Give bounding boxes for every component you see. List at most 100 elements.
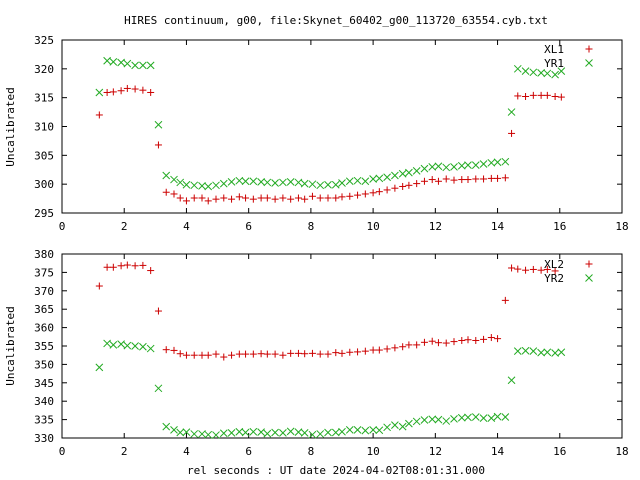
- data-point: [501, 413, 510, 421]
- data-point: [551, 93, 559, 101]
- data-point-d2: [543, 69, 552, 78]
- data-point: [139, 342, 147, 351]
- data-point: [249, 177, 258, 186]
- data-point-d2: [198, 430, 206, 438]
- data-point: [494, 174, 502, 182]
- data-point: [543, 69, 552, 78]
- data-point-d2: [537, 348, 545, 357]
- data-point: [513, 347, 522, 356]
- data-point: [399, 343, 407, 351]
- data-point: [346, 348, 354, 356]
- data-point: [521, 346, 530, 355]
- data-point: [557, 67, 566, 75]
- data-point: [369, 426, 377, 434]
- data-point-d2: [316, 430, 325, 438]
- data-point: [176, 178, 185, 187]
- data-point: [405, 419, 413, 428]
- y-tick-label: 325: [34, 34, 54, 47]
- data-point: [294, 194, 302, 202]
- data-point: [507, 108, 516, 116]
- series-yr2: [95, 339, 566, 439]
- y-axis-label: Uncalibrated: [4, 306, 17, 385]
- data-point-d2: [212, 431, 220, 439]
- data-point: [182, 428, 191, 436]
- data-point: [308, 430, 317, 439]
- data-point-d2: [557, 67, 566, 75]
- data-point: [324, 180, 332, 189]
- data-point: [529, 347, 538, 356]
- data-point: [154, 384, 163, 393]
- data-point-d2: [434, 162, 443, 171]
- legend-label: YR2: [544, 272, 564, 285]
- data-point: [263, 350, 271, 358]
- data-point-d2: [139, 342, 147, 351]
- data-point: [471, 413, 480, 421]
- data-point: [182, 197, 190, 205]
- data-point: [332, 194, 340, 202]
- data-point: [522, 266, 530, 274]
- data-point: [383, 186, 391, 194]
- data-point-d2: [434, 415, 443, 424]
- data-point-d2: [398, 169, 407, 178]
- data-point: [147, 267, 155, 275]
- data-point: [537, 91, 545, 99]
- data-point: [287, 195, 295, 203]
- data-point: [170, 426, 178, 434]
- data-point-d2: [507, 376, 516, 385]
- x-tick-label: 8: [308, 220, 315, 233]
- data-point-d2: [464, 413, 472, 422]
- data-point: [324, 428, 332, 437]
- data-point: [338, 179, 346, 187]
- data-point-d2: [190, 181, 199, 190]
- data-point-d2: [557, 348, 566, 357]
- data-point-d2: [263, 429, 272, 438]
- series-yr1: [95, 56, 566, 191]
- data-point: [557, 93, 565, 101]
- data-point: [361, 177, 370, 186]
- data-point: [103, 56, 111, 65]
- data-point: [123, 84, 131, 92]
- data-point: [338, 349, 346, 357]
- data-point: [480, 335, 488, 343]
- data-point: [442, 175, 450, 183]
- data-point: [220, 353, 228, 361]
- data-point-d2: [117, 58, 125, 67]
- data-point: [487, 414, 496, 422]
- data-point-d2: [324, 180, 332, 189]
- data-point: [442, 417, 451, 425]
- data-point: [123, 341, 132, 350]
- data-point: [391, 184, 399, 192]
- data-point: [190, 194, 198, 202]
- data-point: [294, 178, 303, 187]
- data-point-d2: [263, 178, 272, 187]
- data-point: [204, 351, 212, 359]
- data-point: [109, 88, 117, 96]
- data-point: [369, 175, 377, 183]
- data-point-d2: [513, 347, 522, 356]
- data-point-d2: [198, 182, 206, 190]
- data-point-d2: [176, 178, 185, 187]
- data-point: [162, 171, 171, 180]
- data-point-d2: [286, 427, 295, 436]
- data-point-d2: [361, 426, 370, 435]
- data-point: [235, 350, 243, 358]
- data-point: [286, 178, 295, 186]
- data-point-d2: [493, 412, 502, 421]
- data-point: [146, 61, 155, 70]
- data-point: [294, 428, 303, 436]
- data-point-d2: [117, 340, 125, 349]
- data-point: [354, 191, 362, 199]
- data-point-d2: [450, 415, 458, 423]
- data-point: [198, 351, 206, 359]
- data-point: [162, 346, 170, 354]
- y-tick-label: 375: [34, 266, 54, 279]
- series-xl2: [95, 261, 559, 361]
- data-point: [442, 339, 450, 347]
- data-point: [123, 59, 132, 68]
- data-point: [399, 182, 407, 190]
- data-point-d2: [405, 419, 413, 428]
- data-point: [301, 350, 309, 358]
- data-point: [353, 426, 362, 434]
- data-point: [242, 194, 250, 202]
- data-point: [375, 426, 384, 435]
